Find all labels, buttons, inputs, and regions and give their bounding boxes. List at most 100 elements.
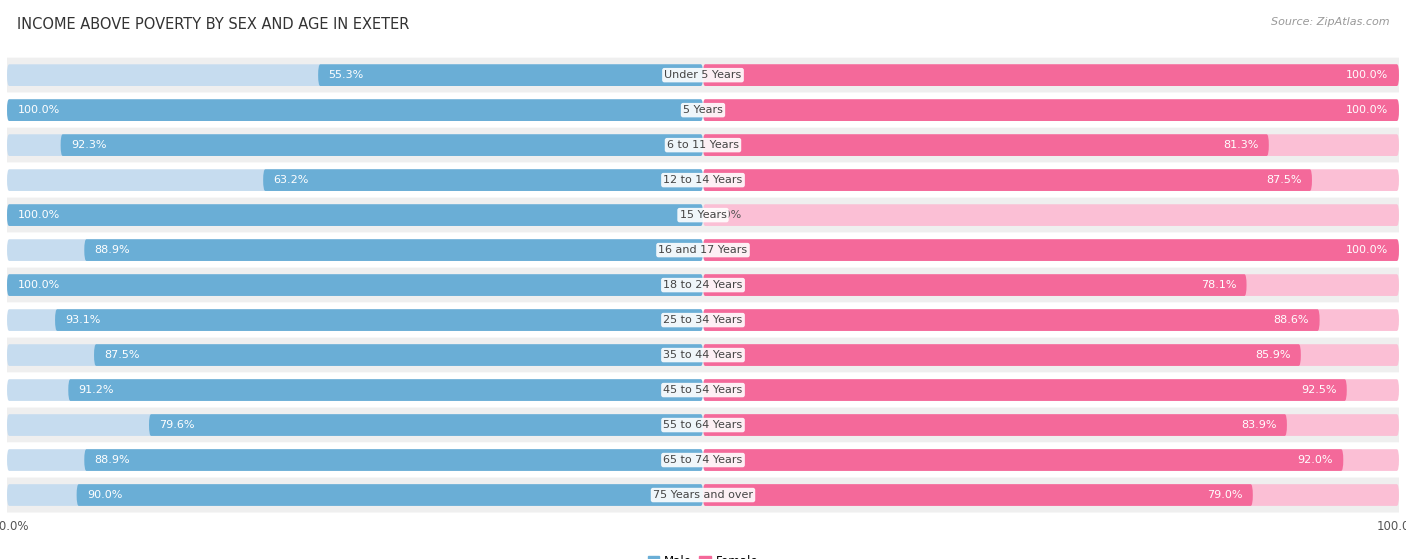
FancyBboxPatch shape	[703, 134, 1399, 156]
FancyBboxPatch shape	[7, 58, 1399, 93]
Text: 63.2%: 63.2%	[274, 175, 309, 185]
FancyBboxPatch shape	[703, 309, 1320, 331]
FancyBboxPatch shape	[703, 274, 1399, 296]
Text: 100.0%: 100.0%	[1347, 245, 1389, 255]
Text: INCOME ABOVE POVERTY BY SEX AND AGE IN EXETER: INCOME ABOVE POVERTY BY SEX AND AGE IN E…	[17, 17, 409, 32]
Text: 92.5%: 92.5%	[1301, 385, 1336, 395]
FancyBboxPatch shape	[7, 372, 1399, 408]
FancyBboxPatch shape	[703, 100, 1399, 121]
Text: 0.0%: 0.0%	[713, 210, 742, 220]
FancyBboxPatch shape	[703, 169, 1312, 191]
FancyBboxPatch shape	[7, 64, 703, 86]
FancyBboxPatch shape	[7, 477, 1399, 513]
Text: 100.0%: 100.0%	[17, 210, 59, 220]
FancyBboxPatch shape	[703, 64, 1399, 86]
FancyBboxPatch shape	[76, 484, 703, 506]
FancyBboxPatch shape	[7, 338, 1399, 372]
Text: 35 to 44 Years: 35 to 44 Years	[664, 350, 742, 360]
FancyBboxPatch shape	[7, 198, 1399, 233]
Text: 16 and 17 Years: 16 and 17 Years	[658, 245, 748, 255]
Text: 88.9%: 88.9%	[94, 245, 131, 255]
FancyBboxPatch shape	[703, 484, 1253, 506]
FancyBboxPatch shape	[7, 239, 703, 261]
Text: 87.5%: 87.5%	[1265, 175, 1302, 185]
FancyBboxPatch shape	[703, 449, 1343, 471]
FancyBboxPatch shape	[7, 309, 703, 331]
Text: 93.1%: 93.1%	[66, 315, 101, 325]
FancyBboxPatch shape	[69, 379, 703, 401]
FancyBboxPatch shape	[7, 127, 1399, 163]
FancyBboxPatch shape	[318, 64, 703, 86]
FancyBboxPatch shape	[7, 379, 703, 401]
FancyBboxPatch shape	[703, 309, 1399, 331]
Text: 87.5%: 87.5%	[104, 350, 141, 360]
Text: 6 to 11 Years: 6 to 11 Years	[666, 140, 740, 150]
FancyBboxPatch shape	[7, 134, 703, 156]
Text: 100.0%: 100.0%	[17, 105, 59, 115]
Text: 79.0%: 79.0%	[1206, 490, 1243, 500]
Text: 91.2%: 91.2%	[79, 385, 114, 395]
FancyBboxPatch shape	[7, 449, 703, 471]
FancyBboxPatch shape	[703, 134, 1268, 156]
FancyBboxPatch shape	[703, 64, 1399, 86]
FancyBboxPatch shape	[7, 274, 703, 296]
FancyBboxPatch shape	[703, 100, 1399, 121]
Text: 79.6%: 79.6%	[159, 420, 195, 430]
FancyBboxPatch shape	[7, 443, 1399, 477]
FancyBboxPatch shape	[703, 344, 1301, 366]
Text: 100.0%: 100.0%	[1347, 70, 1389, 80]
Text: 88.9%: 88.9%	[94, 455, 131, 465]
Text: 25 to 34 Years: 25 to 34 Years	[664, 315, 742, 325]
FancyBboxPatch shape	[7, 100, 703, 121]
Text: 5 Years: 5 Years	[683, 105, 723, 115]
FancyBboxPatch shape	[7, 414, 703, 436]
FancyBboxPatch shape	[7, 268, 1399, 302]
FancyBboxPatch shape	[84, 449, 703, 471]
FancyBboxPatch shape	[703, 414, 1399, 436]
Text: 83.9%: 83.9%	[1241, 420, 1277, 430]
Text: 90.0%: 90.0%	[87, 490, 122, 500]
Text: 88.6%: 88.6%	[1274, 315, 1309, 325]
Text: 75 Years and over: 75 Years and over	[652, 490, 754, 500]
FancyBboxPatch shape	[263, 169, 703, 191]
Text: 81.3%: 81.3%	[1223, 140, 1258, 150]
Text: 55 to 64 Years: 55 to 64 Years	[664, 420, 742, 430]
FancyBboxPatch shape	[7, 204, 703, 226]
FancyBboxPatch shape	[7, 274, 703, 296]
Text: Source: ZipAtlas.com: Source: ZipAtlas.com	[1271, 17, 1389, 27]
FancyBboxPatch shape	[7, 484, 703, 506]
FancyBboxPatch shape	[703, 169, 1399, 191]
Text: 85.9%: 85.9%	[1256, 350, 1291, 360]
Text: 100.0%: 100.0%	[17, 280, 59, 290]
FancyBboxPatch shape	[7, 169, 703, 191]
Text: Under 5 Years: Under 5 Years	[665, 70, 741, 80]
FancyBboxPatch shape	[703, 274, 1247, 296]
FancyBboxPatch shape	[7, 302, 1399, 338]
FancyBboxPatch shape	[703, 344, 1399, 366]
Text: 45 to 54 Years: 45 to 54 Years	[664, 385, 742, 395]
Text: 65 to 74 Years: 65 to 74 Years	[664, 455, 742, 465]
FancyBboxPatch shape	[7, 93, 1399, 127]
Text: 12 to 14 Years: 12 to 14 Years	[664, 175, 742, 185]
FancyBboxPatch shape	[7, 163, 1399, 198]
FancyBboxPatch shape	[149, 414, 703, 436]
FancyBboxPatch shape	[94, 344, 703, 366]
Text: 92.0%: 92.0%	[1298, 455, 1333, 465]
FancyBboxPatch shape	[7, 408, 1399, 443]
Text: 78.1%: 78.1%	[1201, 280, 1236, 290]
FancyBboxPatch shape	[703, 414, 1286, 436]
FancyBboxPatch shape	[7, 100, 703, 121]
FancyBboxPatch shape	[55, 309, 703, 331]
Text: 100.0%: 100.0%	[1347, 105, 1389, 115]
FancyBboxPatch shape	[60, 134, 703, 156]
FancyBboxPatch shape	[84, 239, 703, 261]
Legend: Male, Female: Male, Female	[648, 555, 758, 559]
FancyBboxPatch shape	[7, 204, 703, 226]
Text: 15 Years: 15 Years	[679, 210, 727, 220]
Text: 18 to 24 Years: 18 to 24 Years	[664, 280, 742, 290]
FancyBboxPatch shape	[703, 239, 1399, 261]
Text: 92.3%: 92.3%	[72, 140, 107, 150]
FancyBboxPatch shape	[703, 484, 1399, 506]
FancyBboxPatch shape	[703, 379, 1399, 401]
FancyBboxPatch shape	[703, 449, 1399, 471]
